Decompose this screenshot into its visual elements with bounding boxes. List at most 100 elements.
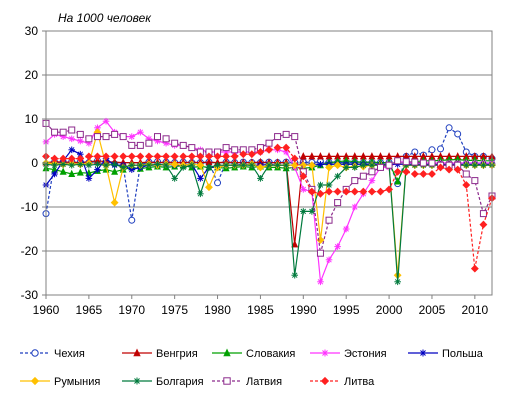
point-marker [428,170,436,178]
point-marker [145,161,153,169]
x-tick-label: 1995 [333,303,360,317]
point-marker [419,170,428,178]
point-marker [196,161,205,170]
point-marker [462,161,470,169]
x-tick-label: 2005 [419,303,446,317]
point-marker [59,167,67,175]
point-marker [128,161,136,169]
point-marker [325,216,333,224]
point-marker [144,152,153,161]
point-marker [77,137,84,145]
series-8 [42,119,496,257]
point-marker [351,203,359,211]
point-marker [325,163,333,172]
point-marker [76,168,84,176]
point-marker [299,172,308,181]
point-marker [359,172,367,180]
point-marker [119,152,128,161]
point-marker [308,208,316,215]
point-marker [231,146,239,154]
x-tick-label: 1985 [247,303,274,317]
point-marker [136,152,145,161]
x-tick-label: 1990 [290,303,317,317]
point-marker [102,161,110,169]
point-marker [333,187,342,196]
legend-label: Болгария [156,376,204,388]
point-marker [470,264,479,273]
series-layer [42,117,496,286]
point-marker [170,160,179,169]
point-marker [428,146,436,154]
series-line [45,163,492,282]
point-marker [128,216,136,224]
legend-label: Чехия [54,348,85,360]
y-tick-label: 10 [25,112,39,126]
point-marker [256,163,265,172]
legend-item-3: Словакия [212,348,295,360]
point-marker [50,154,59,163]
point-marker [93,152,102,161]
point-marker [111,161,118,168]
legend-item-1: Чехия [20,348,85,360]
point-marker [179,164,187,171]
point-marker [291,240,299,248]
point-marker [410,170,419,178]
x-tick-label: 1970 [118,303,145,317]
point-marker [31,349,39,357]
point-marker [136,141,144,149]
point-marker [133,377,141,385]
point-marker [471,177,479,185]
point-marker [411,158,419,166]
point-marker [453,165,462,174]
point-marker [213,152,222,161]
point-marker [282,130,290,138]
point-marker [110,198,119,207]
point-marker [171,175,178,182]
point-marker [316,249,324,257]
x-tick-label: 1960 [33,303,60,317]
point-marker [197,190,204,198]
point-marker [68,126,76,134]
point-marker [51,128,59,136]
point-marker [162,152,171,161]
point-marker [222,144,230,152]
series-9 [42,143,496,273]
point-marker [85,161,93,169]
point-marker [59,161,67,168]
point-marker [274,161,281,169]
point-marker [222,152,231,161]
point-marker [308,152,316,160]
point-marker [419,349,427,357]
point-marker [128,141,136,149]
point-marker [394,278,401,286]
point-marker [188,161,196,169]
point-marker [67,154,76,163]
point-marker [479,220,488,229]
point-marker [290,154,299,163]
legend-label: Польша [442,348,484,360]
legend-item-6: Румыния [20,376,100,388]
x-tick-label: 2010 [461,303,488,317]
point-marker [205,152,213,161]
point-marker [454,130,462,138]
point-marker [85,175,93,182]
point-marker [239,161,247,169]
point-marker [437,145,445,153]
y-tick-label: -10 [21,200,39,214]
point-marker [402,158,410,166]
point-marker [402,167,411,176]
point-marker [170,152,179,161]
point-marker [316,152,324,160]
point-marker [76,130,84,138]
point-marker [154,161,161,168]
point-marker [93,133,101,141]
point-marker [248,161,256,169]
point-marker [471,161,479,169]
point-marker [300,186,307,193]
point-marker [359,187,368,196]
point-marker [385,161,393,169]
point-marker [153,152,162,161]
legend-item-5: Польша [408,348,484,360]
point-marker [480,161,487,169]
